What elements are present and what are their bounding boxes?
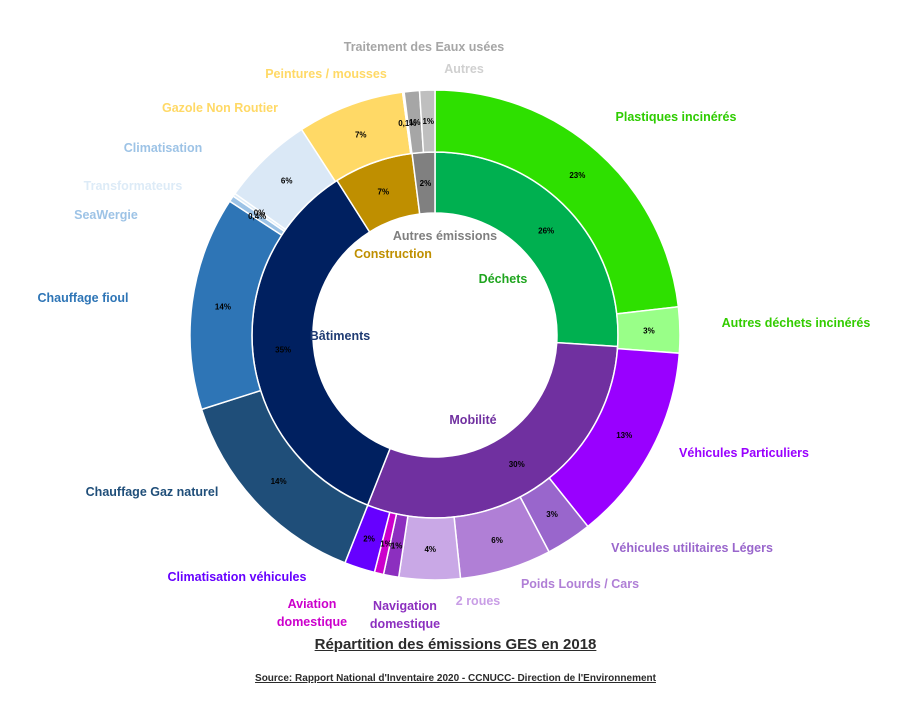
chart-source: Source: Rapport National d'Inventaire 20…	[255, 673, 656, 684]
outer-label-2-roues: 2 roues	[456, 594, 501, 608]
inner-pct-autres-emissions: 2%	[420, 179, 432, 188]
outer-label-autres-dechets-incineres: Autres déchets incinérés	[722, 316, 871, 330]
outer-pct-climatisation-vehicules: 2%	[363, 535, 375, 544]
outer-label-climatisation-vehicules: Climatisation véhicules	[168, 570, 307, 584]
outer-label-aviation-domestique: Aviation domestique	[277, 597, 347, 629]
outer-label-transformateurs: Transformateurs	[84, 179, 183, 193]
inner-label-batiments: Bâtiments	[310, 329, 370, 343]
outer-pct-chauffage-fioul: 14%	[215, 302, 231, 311]
inner-ring-labels: Déchets Mobilité Bâtiments Construction Autr…	[310, 229, 528, 427]
outer-pct-traitement-des-eaux-usees: 1%	[409, 118, 421, 127]
inner-label-dechets: Déchets	[479, 272, 528, 286]
outer-label-chauffage-fioul: Chauffage fioul	[38, 291, 129, 305]
outer-pct-plastiques-incineres: 23%	[569, 171, 585, 180]
inner-ring-percentages: 26% 30% 35% 7% 2%	[275, 179, 554, 469]
outer-pct-peintures-mousses: 0,1%	[398, 119, 416, 128]
outer-pct-autres: 1%	[422, 117, 434, 126]
outer-pct-gazole-non-routier: 7%	[355, 130, 367, 139]
outer-label-chauffage-gaz-naturel: Chauffage Gaz naturel	[86, 485, 219, 499]
outer-label-vehicules-particuliers: Véhicules Particuliers	[679, 446, 809, 460]
outer-ring	[189, 89, 681, 581]
outer-ring-labels: Plastiques incinérés Autres déchets incin…	[38, 40, 871, 631]
inner-pct-construction: 7%	[378, 188, 390, 197]
outer-label-poids-lourds-cars: Poids Lourds / Cars	[521, 577, 639, 591]
outer-slice-autres	[418, 89, 436, 154]
outer-label-autres: Autres	[444, 62, 484, 76]
outer-label-vehicules-utilitaires-legers: Véhicules utilitaires Légers	[611, 541, 773, 555]
outer-pct-vehicules-utilitaires-legers: 3%	[546, 510, 558, 519]
inner-pct-mobilite: 30%	[509, 460, 525, 469]
outer-pct-seawergie: 0,4%	[248, 212, 266, 221]
outer-pct-navigation-domestique: 1%	[391, 542, 403, 551]
outer-pct-2-roues: 4%	[424, 545, 436, 554]
inner-pct-dechets: 26%	[538, 227, 554, 236]
outer-label-seawergie: SeaWergie	[74, 208, 138, 222]
outer-pct-chauffage-gaz-naturel: 14%	[271, 477, 287, 486]
inner-ring	[251, 151, 619, 519]
outer-pct-vehicules-particuliers: 13%	[616, 431, 632, 440]
inner-label-autres-emissions: Autres émissions	[393, 229, 497, 243]
outer-pct-aviation-domestique: 1%	[380, 539, 392, 548]
chart-title: Répartition des émissions GES en 2018	[314, 636, 597, 653]
outer-pct-poids-lourds-cars: 6%	[491, 536, 503, 545]
outer-label-navigation-domestique: Navigation domestique	[370, 599, 440, 631]
outer-label-plastiques-incineres: Plastiques incinérés	[616, 110, 737, 124]
outer-label-peintures-mousses: Peintures / mousses	[265, 67, 387, 81]
inner-label-mobilite: Mobilité	[449, 413, 496, 427]
outer-label-gazole-non-routier: Gazole Non Routier	[162, 101, 278, 115]
outer-label-traitement-des-eaux-usees: Traitement des Eaux usées	[344, 40, 505, 54]
outer-label-climatisation: Climatisation	[124, 141, 203, 155]
inner-pct-batiments: 35%	[275, 345, 291, 354]
outer-pct-transformateurs: 0%	[254, 209, 266, 218]
outer-ring-percentages: 23%3%13%3%6%4%1%1%2%14%14%0,4%0%6%7%0,1%…	[215, 117, 655, 554]
outer-pct-autres-dechets-incineres: 3%	[643, 327, 655, 336]
inner-label-construction: Construction	[354, 247, 432, 261]
outer-pct-climatisation: 6%	[281, 177, 293, 186]
